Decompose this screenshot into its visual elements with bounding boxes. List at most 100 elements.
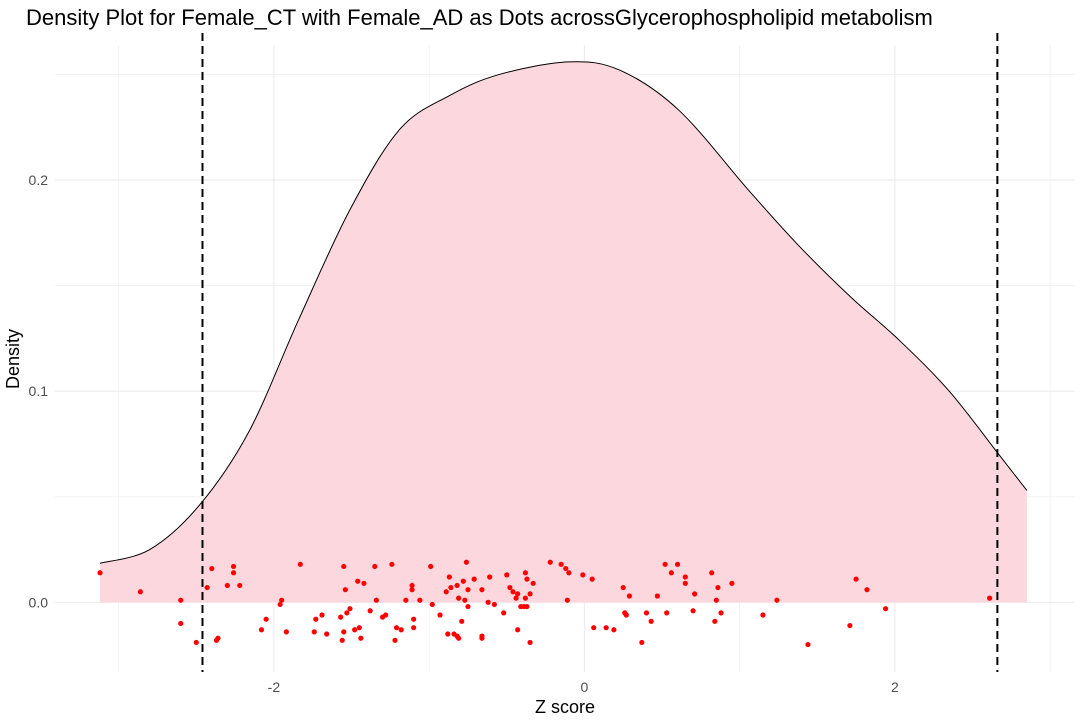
- data-dot: [580, 572, 586, 578]
- x-axis-label: Z score: [535, 697, 595, 717]
- data-dot: [524, 576, 530, 582]
- data-dot: [522, 570, 529, 576]
- data-dot: [277, 601, 283, 608]
- x-tick-label: -2: [268, 679, 281, 695]
- data-dot: [428, 563, 434, 570]
- data-dot: [462, 597, 468, 603]
- data-dot: [456, 595, 462, 601]
- density-area: [100, 61, 1027, 603]
- x-tick-label: 2: [891, 679, 899, 695]
- data-dot: [626, 593, 633, 599]
- data-dot: [361, 580, 367, 586]
- x-axis-ticks: -2 0 2: [268, 679, 899, 695]
- data-dot: [411, 616, 417, 622]
- data-dot: [709, 570, 715, 576]
- data-dot: [342, 587, 348, 593]
- data-dot: [443, 589, 449, 595]
- data-dot: [485, 599, 491, 605]
- data-dot: [864, 587, 870, 593]
- data-dot: [760, 612, 766, 618]
- dots-layer: [97, 559, 993, 648]
- data-dot: [313, 616, 319, 622]
- data-dot: [465, 603, 471, 610]
- data-dot: [654, 593, 660, 599]
- data-dot: [398, 627, 404, 633]
- data-dot: [392, 637, 398, 643]
- data-dot: [283, 629, 289, 635]
- data-dot: [682, 574, 688, 580]
- data-dot: [564, 597, 570, 603]
- data-dot: [530, 580, 536, 586]
- data-dot: [623, 612, 629, 618]
- data-dot: [620, 584, 626, 591]
- data-dot: [491, 601, 497, 608]
- data-dot: [471, 576, 477, 582]
- y-tick-label: 0.2: [29, 172, 49, 188]
- data-dot: [882, 606, 889, 612]
- data-dot: [456, 635, 462, 641]
- data-dot: [987, 595, 993, 601]
- data-dot: [237, 582, 243, 589]
- x-tick-label: 0: [581, 679, 589, 695]
- data-dot: [411, 625, 417, 631]
- data-dot: [344, 610, 350, 616]
- data-dot: [383, 612, 389, 618]
- data-dot: [338, 614, 344, 620]
- data-dot: [591, 625, 597, 631]
- data-dot: [417, 597, 423, 603]
- data-dot: [224, 582, 230, 589]
- data-dot: [479, 635, 485, 641]
- data-dot: [347, 606, 353, 612]
- y-axis-ticks: 0.0 0.1 0.2: [29, 172, 49, 610]
- data-dot: [510, 589, 516, 595]
- data-dot: [446, 574, 452, 580]
- y-tick-label: 0.1: [29, 383, 49, 399]
- data-dot: [515, 627, 521, 633]
- data-dot: [487, 574, 493, 580]
- data-dot: [465, 587, 471, 593]
- data-dot: [263, 616, 269, 622]
- data-dot: [853, 576, 859, 582]
- data-dot: [515, 591, 521, 597]
- data-dot: [324, 631, 330, 637]
- data-dot: [639, 639, 645, 646]
- data-dot: [352, 627, 358, 633]
- data-dot: [311, 629, 317, 635]
- data-dot: [603, 625, 609, 631]
- data-dot: [674, 561, 681, 567]
- data-dot: [209, 565, 215, 572]
- data-dot: [715, 584, 721, 591]
- chart-title: Density Plot for Female_CT with Female_A…: [26, 5, 933, 30]
- data-dot: [662, 561, 668, 567]
- data-dot: [204, 584, 210, 591]
- data-dot: [847, 622, 853, 629]
- data-dot: [712, 618, 718, 624]
- data-dot: [437, 612, 443, 618]
- data-dot: [524, 603, 530, 610]
- data-dot: [393, 625, 400, 631]
- y-axis-label: Density: [3, 329, 23, 389]
- density-curve: [99, 61, 1028, 564]
- data-dot: [774, 597, 780, 603]
- data-dot: [718, 610, 724, 616]
- data-dot: [479, 587, 485, 593]
- data-dot: [454, 582, 460, 589]
- data-dot: [463, 559, 470, 565]
- data-dot: [389, 561, 395, 567]
- data-dot: [648, 618, 654, 624]
- data-dot: [372, 563, 378, 570]
- data-dot: [589, 576, 595, 582]
- data-dot: [355, 578, 361, 584]
- data-dot: [178, 620, 184, 627]
- data-dot: [178, 597, 184, 603]
- data-dot: [501, 610, 507, 616]
- data-dot: [367, 608, 373, 614]
- data-dot: [664, 610, 670, 616]
- y-tick-label: 0.0: [29, 594, 49, 610]
- data-dot: [341, 563, 347, 570]
- data-dot: [230, 570, 237, 576]
- data-dot: [297, 561, 303, 567]
- data-dot: [459, 618, 465, 624]
- data-dot: [319, 612, 325, 618]
